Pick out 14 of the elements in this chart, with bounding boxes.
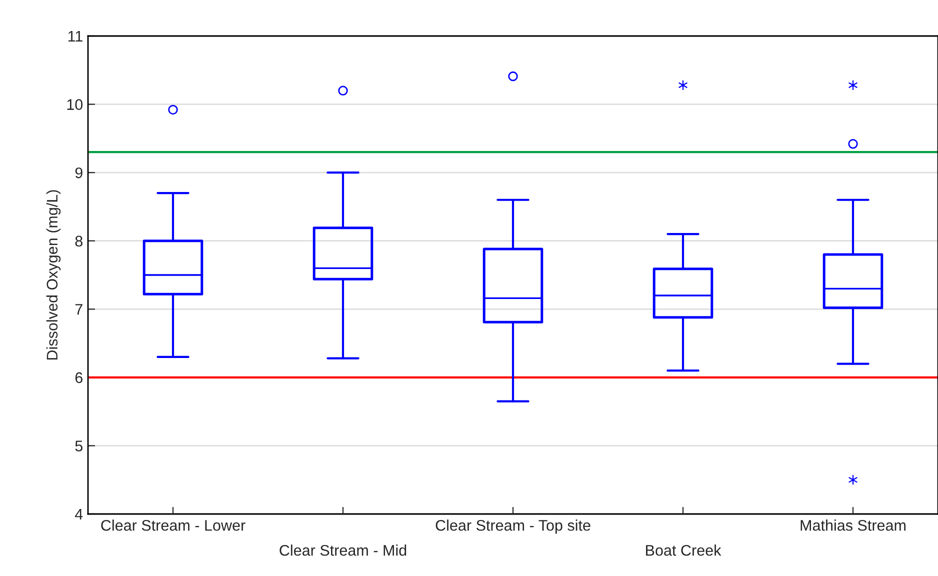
y-tick-label: 10 — [67, 99, 83, 110]
x-tick-label: Clear Stream - Lower — [101, 520, 246, 531]
y-tick-label: 4 — [74, 509, 83, 520]
y-axis-title: Dissolved Oxygen (mg/L) — [46, 190, 61, 360]
x-tick-label: Boat Creek — [646, 544, 722, 556]
x-tick-label: Clear Stream - Mid — [280, 544, 406, 556]
y-tick-label: 8 — [75, 236, 82, 247]
y-tick-label: 11 — [68, 31, 82, 42]
x-tick-label: Clear Stream - Top site — [436, 520, 590, 534]
x-tick-label: Mathias Stream — [800, 520, 906, 531]
y-tick-label: 7 — [75, 304, 82, 315]
y-tick-label: 6 — [75, 372, 82, 384]
y-tick-label: 5 — [75, 440, 82, 452]
y-tick-label: 9 — [75, 167, 82, 178]
